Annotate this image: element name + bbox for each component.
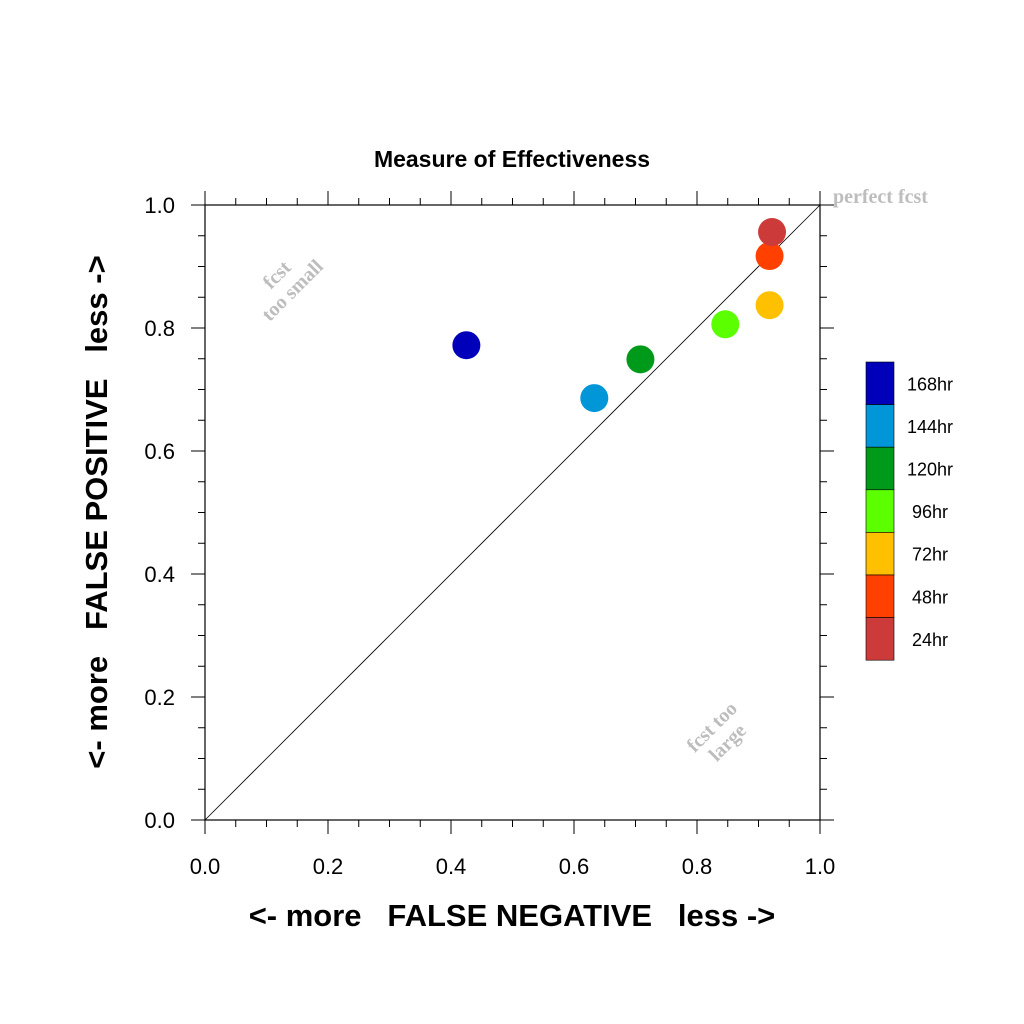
legend-swatch-144hr	[865, 404, 895, 448]
too-small-annotation: fcst too small	[258, 255, 328, 325]
y-tick-label: 0.0	[144, 808, 175, 833]
legend-swatch-24hr	[865, 617, 895, 661]
legend-label-24hr: 24hr	[912, 630, 948, 650]
data-point-24hr	[758, 218, 787, 247]
y-tick-label: 0.4	[144, 562, 175, 587]
legend-swatch-120hr	[865, 446, 895, 491]
data-point-168hr	[452, 331, 481, 360]
tick-marks	[191, 191, 834, 834]
plot-frame	[204, 204, 821, 821]
x-tick-label: 0.6	[559, 854, 590, 879]
x-tick-label: 0.2	[313, 854, 344, 879]
x-tick-label: 1.0	[805, 854, 836, 879]
legend-label-144hr: 144hr	[907, 417, 953, 437]
x-tick-label: 0.4	[436, 854, 467, 879]
data-points	[452, 218, 787, 413]
data-point-96hr	[711, 310, 740, 339]
y-tick-label: 0.2	[144, 685, 175, 710]
too-large-annotation: fcst too large	[683, 698, 751, 766]
data-point-48hr	[755, 242, 784, 271]
y-tick-label: 1.0	[144, 193, 175, 218]
data-point-144hr	[580, 384, 609, 413]
x-tick-label: 0.0	[190, 854, 221, 879]
chart-title: Measure of Effectiveness	[374, 146, 650, 172]
legend-label-72hr: 72hr	[912, 545, 948, 565]
legend-label-48hr: 48hr	[912, 587, 948, 607]
x-axis-label: <- more FALSE NEGATIVE less ->	[249, 898, 776, 933]
x-tick-labels: 0.0 0.2 0.4 0.6 0.8 1.0	[190, 854, 836, 879]
diagonal-line	[204, 204, 821, 821]
y-tick-label: 0.6	[144, 439, 175, 464]
legend-swatch-168hr	[865, 361, 895, 405]
too-small-line-2: too small	[258, 255, 328, 325]
legend: 168hr 144hr 120hr 96hr 72hr 48hr 24hr	[865, 361, 953, 661]
legend-label-96hr: 96hr	[912, 502, 948, 522]
legend-swatch-96hr	[865, 489, 895, 533]
legend-label-168hr: 168hr	[907, 374, 953, 394]
y-axis-label: <- more FALSE POSITIVE less ->	[79, 255, 114, 768]
y-tick-label: 0.8	[144, 316, 175, 341]
legend-swatch-72hr	[865, 532, 895, 576]
legend-label-120hr: 120hr	[907, 460, 953, 480]
data-point-72hr	[755, 291, 784, 320]
x-tick-label: 0.8	[682, 854, 713, 879]
perfect-forecast-annotation: perfect fcst	[833, 186, 928, 208]
y-tick-labels: 0.0 0.2 0.4 0.6 0.8 1.0	[144, 193, 175, 833]
data-point-120hr	[626, 345, 655, 374]
legend-swatch-48hr	[865, 574, 895, 618]
